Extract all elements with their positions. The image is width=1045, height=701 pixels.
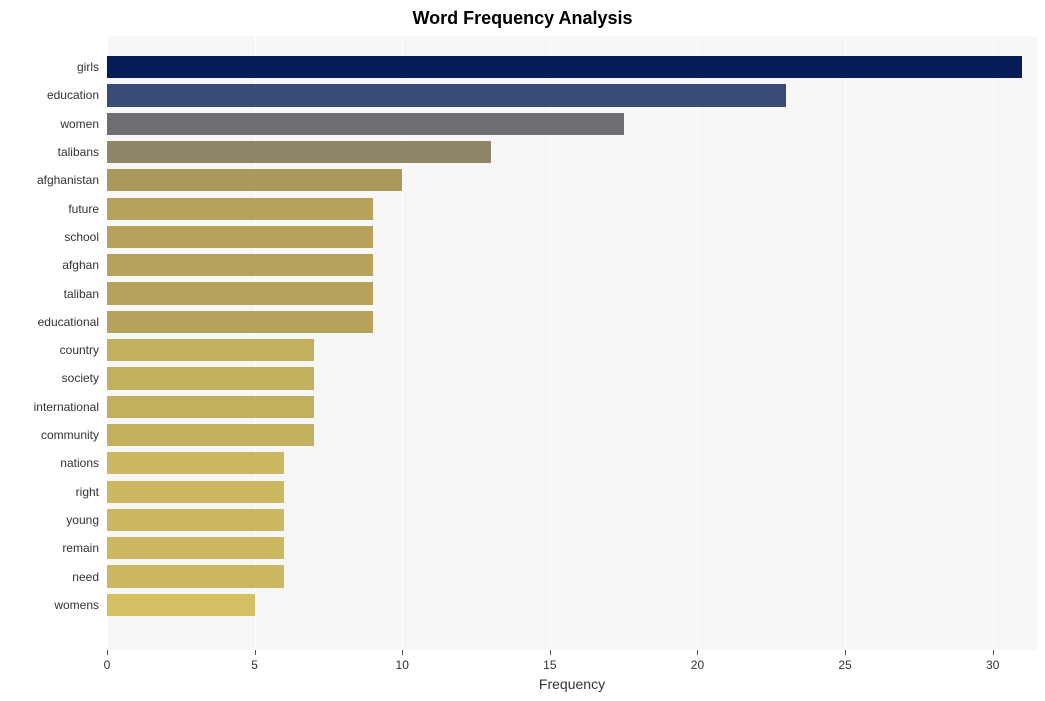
bar-row [107,110,1037,138]
bar [107,169,402,191]
y-tick-label: need [0,570,99,584]
y-tick-label: afghan [0,258,99,272]
bar [107,198,373,220]
bar-row [107,591,1037,619]
x-tick-mark [255,650,256,655]
bar [107,367,314,389]
x-tick-mark [550,650,551,655]
y-tick-label: school [0,230,99,244]
y-tick-label: afghanistan [0,173,99,187]
x-tick-label: 0 [104,658,111,672]
x-tick-label: 5 [251,658,258,672]
bar [107,226,373,248]
bar-row [107,364,1037,392]
y-tick-label: country [0,343,99,357]
bar-row [107,449,1037,477]
bar-row [107,308,1037,336]
x-tick-label: 25 [838,658,851,672]
bar-row [107,279,1037,307]
bar [107,141,491,163]
bar-row [107,506,1037,534]
y-tick-label: womens [0,598,99,612]
bar [107,594,255,616]
bar [107,396,314,418]
bar [107,84,786,106]
bar-row [107,421,1037,449]
bar [107,282,373,304]
x-tick-label: 15 [543,658,556,672]
y-tick-label: remain [0,541,99,555]
bar [107,537,284,559]
bar-row [107,251,1037,279]
bar-row [107,336,1037,364]
plot-area [107,36,1037,650]
y-tick-label: right [0,485,99,499]
y-tick-label: taliban [0,287,99,301]
bar [107,254,373,276]
bar [107,565,284,587]
y-tick-label: future [0,202,99,216]
y-tick-label: talibans [0,145,99,159]
x-axis-title: Frequency [107,676,1037,692]
y-tick-label: education [0,88,99,102]
x-tick-label: 20 [691,658,704,672]
bar [107,339,314,361]
y-tick-label: young [0,513,99,527]
x-tick-label: 10 [396,658,409,672]
bar [107,113,624,135]
x-tick-mark [697,650,698,655]
bar [107,509,284,531]
word-frequency-chart: Word Frequency Analysis Frequency 0 5 10 15… [0,0,1045,701]
bar-row [107,562,1037,590]
x-tick-mark [845,650,846,655]
bar-row [107,223,1037,251]
x-tick-mark [993,650,994,655]
y-tick-label: international [0,400,99,414]
bar-row [107,53,1037,81]
y-tick-label: women [0,117,99,131]
y-tick-label: girls [0,60,99,74]
x-tick-label: 30 [986,658,999,672]
chart-title: Word Frequency Analysis [0,8,1045,29]
bar-row [107,393,1037,421]
bar-row [107,166,1037,194]
bar [107,452,284,474]
bar [107,56,1022,78]
bar [107,424,314,446]
bar [107,481,284,503]
bar-row [107,81,1037,109]
bar [107,311,373,333]
y-tick-label: educational [0,315,99,329]
x-tick-mark [107,650,108,655]
y-tick-label: community [0,428,99,442]
y-tick-label: nations [0,456,99,470]
y-tick-label: society [0,371,99,385]
bar-row [107,534,1037,562]
bar-row [107,138,1037,166]
bar-row [107,195,1037,223]
x-tick-mark [402,650,403,655]
bar-row [107,478,1037,506]
